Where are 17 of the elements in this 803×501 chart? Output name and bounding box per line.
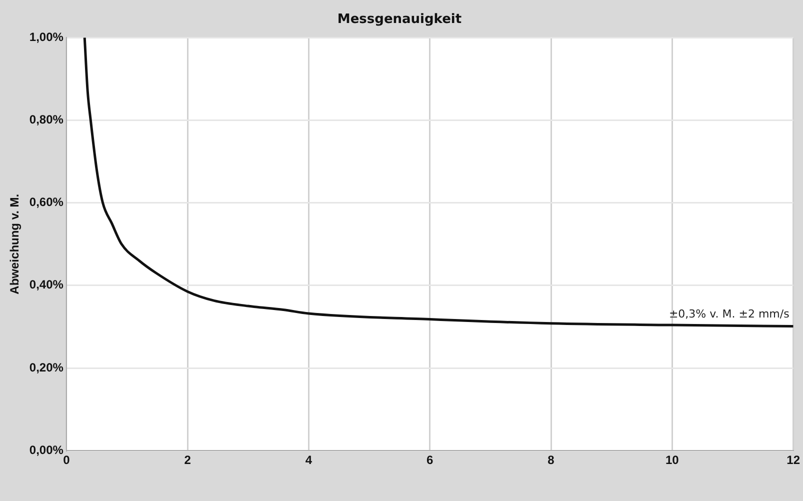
y-tick-label: 0,00% <box>29 442 64 457</box>
chart-title: Messgenauigkeit <box>337 12 462 28</box>
x-tick-label: 0 <box>63 453 70 468</box>
annotation: ±0,3% v. M. ±2 mm/s <box>668 308 790 321</box>
x-tick-label: 4 <box>305 453 312 468</box>
x-tick-label: 6 <box>426 453 434 468</box>
x-tick-label: 8 <box>548 453 555 468</box>
y-tick-label: 1,00% <box>29 30 64 44</box>
y-tick-label: 0,40% <box>29 278 64 292</box>
x-tick-label: 10 <box>665 453 680 468</box>
y-tick-label: 0,60% <box>29 195 64 210</box>
y-tick-label: 0,80% <box>29 112 64 127</box>
y-tick-label: 0,20% <box>29 360 64 374</box>
x-tick-label: 2 <box>184 453 192 468</box>
x-tick-label: 12 <box>786 453 800 468</box>
y-axis-title: Abweichung v. M. <box>8 194 22 294</box>
line-series <box>83 38 794 328</box>
